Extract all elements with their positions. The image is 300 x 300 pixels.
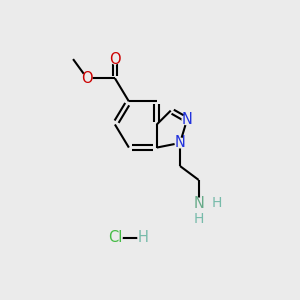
Text: O: O [109, 52, 121, 67]
Text: H: H [212, 196, 222, 210]
Ellipse shape [182, 114, 193, 125]
Text: N: N [175, 136, 185, 151]
Text: H: H [137, 230, 148, 245]
Ellipse shape [81, 73, 93, 84]
Ellipse shape [107, 232, 123, 243]
Ellipse shape [212, 197, 223, 208]
Text: N: N [182, 112, 192, 128]
Ellipse shape [109, 54, 121, 64]
Text: Cl: Cl [108, 230, 122, 245]
Ellipse shape [193, 214, 204, 225]
Text: O: O [81, 71, 93, 86]
Text: H: H [194, 212, 204, 226]
Ellipse shape [193, 197, 204, 208]
Text: N: N [193, 196, 204, 211]
Ellipse shape [174, 137, 186, 148]
Ellipse shape [137, 232, 148, 243]
